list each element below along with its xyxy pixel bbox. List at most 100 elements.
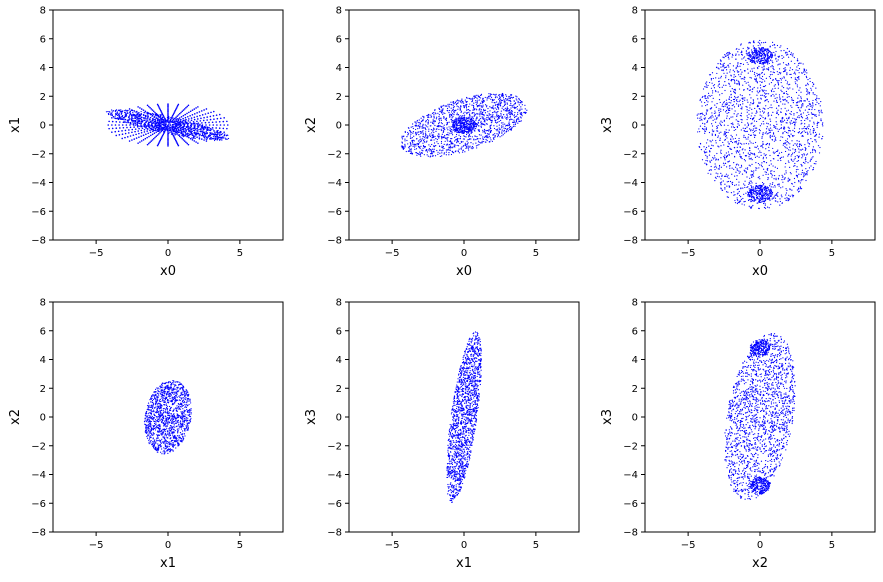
scatter-point [797,146,799,148]
scatter-point [422,130,424,132]
scatter-point [440,106,442,109]
scatter-point [452,113,454,115]
scatter-point [777,159,779,161]
scatter-point [170,131,173,133]
scatter-point [790,155,792,157]
scatter-point [523,111,525,114]
scatter-point [751,122,753,124]
scatter-point [426,150,428,152]
scatter-point [804,123,806,125]
scatter-point [731,136,733,138]
scatter-point [786,100,788,102]
scatter-point [793,121,795,123]
scatter-point [765,143,768,145]
scatter-point [456,123,458,125]
scatter-point [801,153,803,156]
scatter-point [498,98,500,100]
scatter-point [520,100,522,103]
scatter-point [739,146,742,148]
scatter-point [704,125,706,128]
scatter-point [798,101,800,103]
scatter-point [764,203,766,205]
scatter-point [804,71,806,73]
scatter-point [766,169,769,171]
scatter-point [146,104,149,107]
scatter-point [223,117,225,119]
scatter-point [497,114,499,117]
scatter-point [188,133,190,135]
scatter-point [778,128,780,130]
scatter-point [432,129,434,131]
scatter-point [788,64,790,66]
scatter-point [746,126,748,128]
scatter-point [196,136,198,138]
scatter-point [412,132,414,134]
scatter-point [790,96,793,99]
scatter-point [149,127,152,130]
scatter-point [785,51,787,53]
scatter-point [724,132,726,134]
scatter-point [712,77,714,80]
scatter-point [724,175,726,177]
scatter-point [420,120,423,123]
scatter-point [115,109,117,111]
scatter-point [167,103,169,105]
scatter-point [705,113,708,115]
scatter-point [449,149,451,151]
scatter-point [124,118,127,121]
scatter-point [407,143,409,145]
scatter-point [441,111,443,113]
scatter-point [171,121,174,124]
scatter-point [456,114,458,116]
scatter-point [785,170,787,172]
scatter-point [425,129,427,131]
scatter-point [134,116,136,118]
scatter-point [114,110,116,113]
scatter-point [773,178,775,180]
scatter-point [808,167,811,169]
scatter-point [433,115,435,117]
scatter-point [227,137,230,140]
scatter-point [440,140,443,143]
scatter-point [518,118,520,120]
scatter-point [142,134,145,136]
scatter-point [500,110,502,112]
scatter-point [456,141,458,144]
scatter-point [435,113,437,115]
scatter-point [477,130,480,132]
scatter-point [463,122,466,124]
scatter-point [220,136,223,139]
scatter-point [153,123,155,125]
scatter-point [494,110,496,112]
scatter-point [784,67,786,69]
scatter-point [806,93,808,96]
scatter-point [432,136,435,138]
scatter-point [205,132,207,135]
scatter-point [733,155,736,158]
scatter-point [784,146,786,148]
scatter-point [751,182,753,184]
scatter-point [448,121,450,123]
scatter-point [486,114,488,116]
scatter-point [490,106,492,109]
scatter-point [140,110,142,113]
y-tick-label: 6 [336,34,342,45]
scatter-point [505,94,507,96]
scatter-point [169,128,172,131]
scatter-point [419,136,421,138]
scatter-point [817,121,819,123]
scatter-point [821,138,823,140]
scatter-point [448,146,450,148]
scatter-point [488,118,491,121]
scatter-point [468,111,470,113]
scatter-point [711,82,713,84]
scatter-point [156,103,159,106]
scatter-point [465,117,468,119]
scatter-point [514,116,516,118]
scatter-point [488,114,491,116]
scatter-point [226,134,228,136]
scatter-point [776,154,779,157]
scatter-point [156,124,159,126]
scatter-point [752,88,754,90]
scatter-point [448,126,450,128]
